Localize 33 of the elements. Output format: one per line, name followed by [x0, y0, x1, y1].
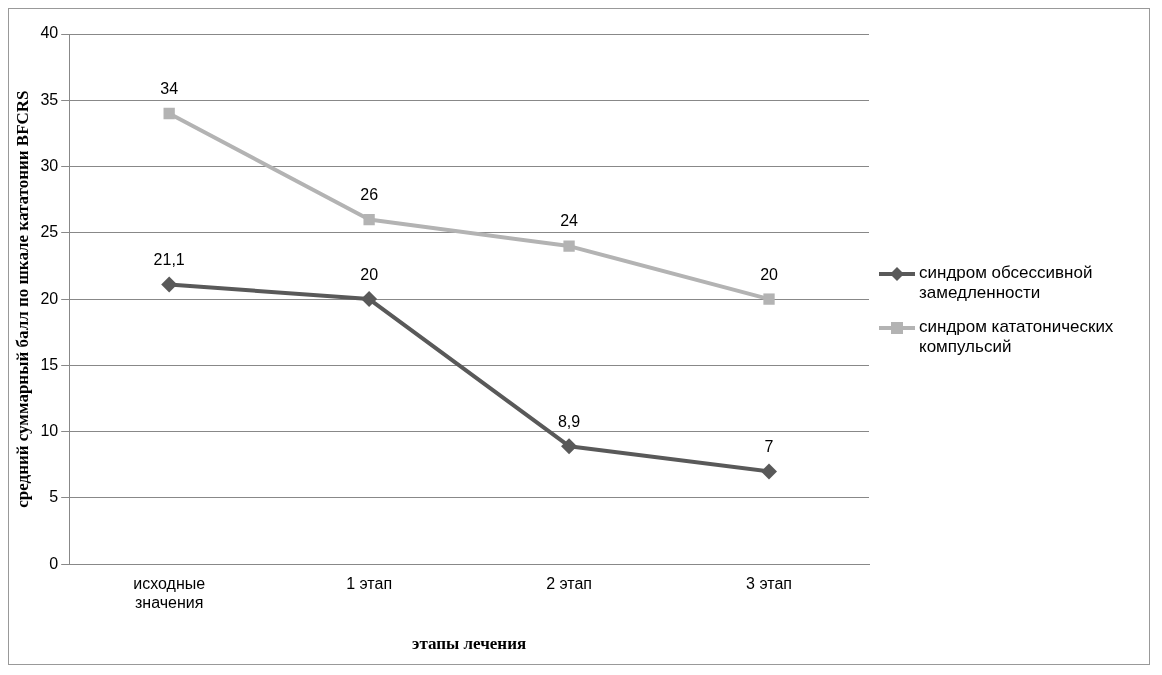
y-tick-label: 25 — [40, 223, 59, 241]
data-label: 34 — [160, 79, 179, 97]
y-tick-label: 30 — [40, 156, 59, 174]
y-tick-label: 35 — [40, 90, 59, 108]
x-tick-label: исходные значения — [133, 575, 206, 612]
data-label: 20 — [760, 265, 779, 283]
point — [763, 293, 775, 305]
y-tick-label: 5 — [49, 488, 59, 506]
point — [163, 107, 175, 120]
y-tick-label: 40 — [40, 24, 59, 42]
y-tick-label: 0 — [49, 554, 59, 572]
y-tick-label: 15 — [40, 355, 59, 373]
y-tick-label: 10 — [40, 422, 59, 440]
data-label: 7 — [764, 437, 774, 455]
point — [361, 291, 378, 308]
x-tick-label: 1 этап — [346, 575, 393, 593]
data-label: 26 — [360, 185, 379, 203]
point — [161, 276, 178, 293]
data-label: 21,1 — [153, 250, 185, 268]
point — [761, 463, 778, 480]
data-label: 24 — [560, 212, 579, 230]
x-tick-label: 2 этап — [546, 575, 593, 593]
point — [363, 213, 375, 226]
point — [561, 438, 578, 455]
legend-label: синдром кататонических компульсий — [919, 316, 1115, 357]
point — [563, 240, 575, 252]
y-axis-title: средний суммарный балл по шкале кататонии BFCRS — [12, 90, 32, 508]
x-tick-label: 3 этап — [746, 575, 792, 593]
legend-label: синдром обсессивной замедленности — [919, 262, 1094, 303]
x-axis-title: этапы лечения — [412, 634, 527, 654]
y-tick-label: 20 — [40, 289, 59, 307]
data-label: 8,9 — [557, 412, 581, 430]
data-label: 20 — [360, 265, 379, 283]
